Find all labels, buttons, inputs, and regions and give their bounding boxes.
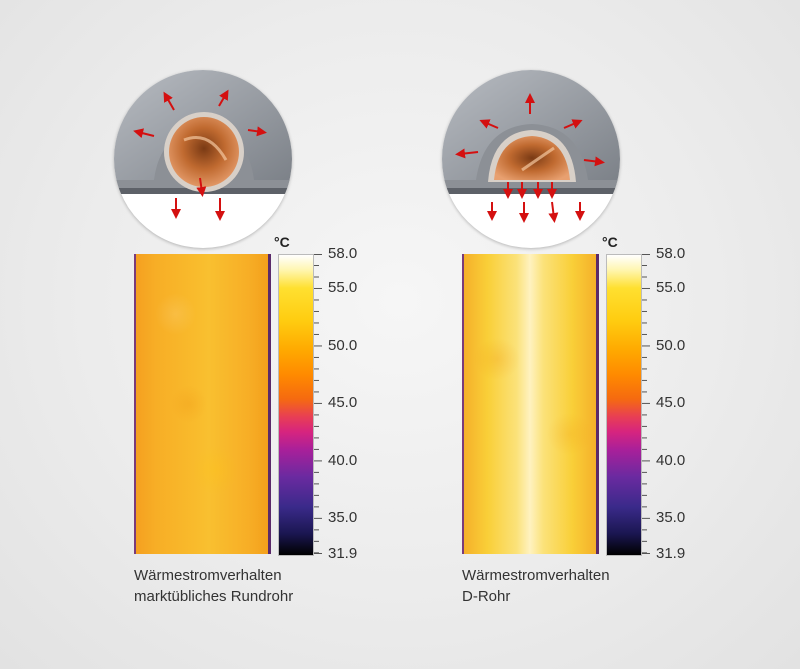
- temperature-scale-ticks: [642, 254, 650, 554]
- caption-line-2: D-Rohr: [462, 588, 511, 605]
- scale-label: 35.0: [656, 509, 686, 527]
- caption-line-2: marktübliches Rundrohr: [134, 588, 294, 605]
- temperature-unit-label: °C: [274, 234, 290, 250]
- scale-label: 50.0: [328, 336, 358, 354]
- scale-label: 40.0: [328, 451, 358, 469]
- scale-label: 31.9: [328, 545, 358, 562]
- scale-label: 55.0: [328, 279, 358, 297]
- panel-d-pipe: °C 58.0 55.0 50.0 45.0 40.0 35.0 31.9 Wärmestr…: [328, 0, 688, 669]
- caption-line-1: Wärmestromverhalten: [462, 567, 610, 584]
- scale-label: 40.0: [656, 451, 686, 469]
- temperature-unit-label: °C: [602, 234, 618, 250]
- caption-round-pipe: Wärmestromverhalten marktübliches Rundro…: [134, 565, 293, 607]
- temperature-color-scale: [278, 254, 314, 556]
- thermal-image-d-pipe: [462, 254, 599, 554]
- d-pipe-cross-section-illustration: [442, 70, 620, 248]
- scale-label: 45.0: [656, 394, 686, 412]
- caption-line-1: Wärmestromverhalten: [134, 567, 282, 584]
- temperature-color-scale: [606, 254, 642, 556]
- scale-label: 45.0: [328, 394, 358, 412]
- scale-label: 55.0: [656, 279, 686, 297]
- thermal-image-round-pipe: [134, 254, 271, 554]
- scale-label: 35.0: [328, 509, 358, 527]
- panel-round-pipe: °C 58.0 55.0 50.0 45.0 40.0 35.0 31.9 Wärmestr…: [0, 0, 360, 669]
- round-pipe-cross-section-illustration: [114, 70, 292, 248]
- temperature-scale-ticks: [314, 254, 322, 554]
- scale-label: 50.0: [656, 336, 686, 354]
- caption-d-pipe: Wärmestromverhalten D-Rohr: [462, 565, 610, 607]
- scale-label: 31.9: [656, 545, 686, 562]
- scale-label: 58.0: [328, 245, 358, 262]
- scale-label: 58.0: [656, 245, 686, 262]
